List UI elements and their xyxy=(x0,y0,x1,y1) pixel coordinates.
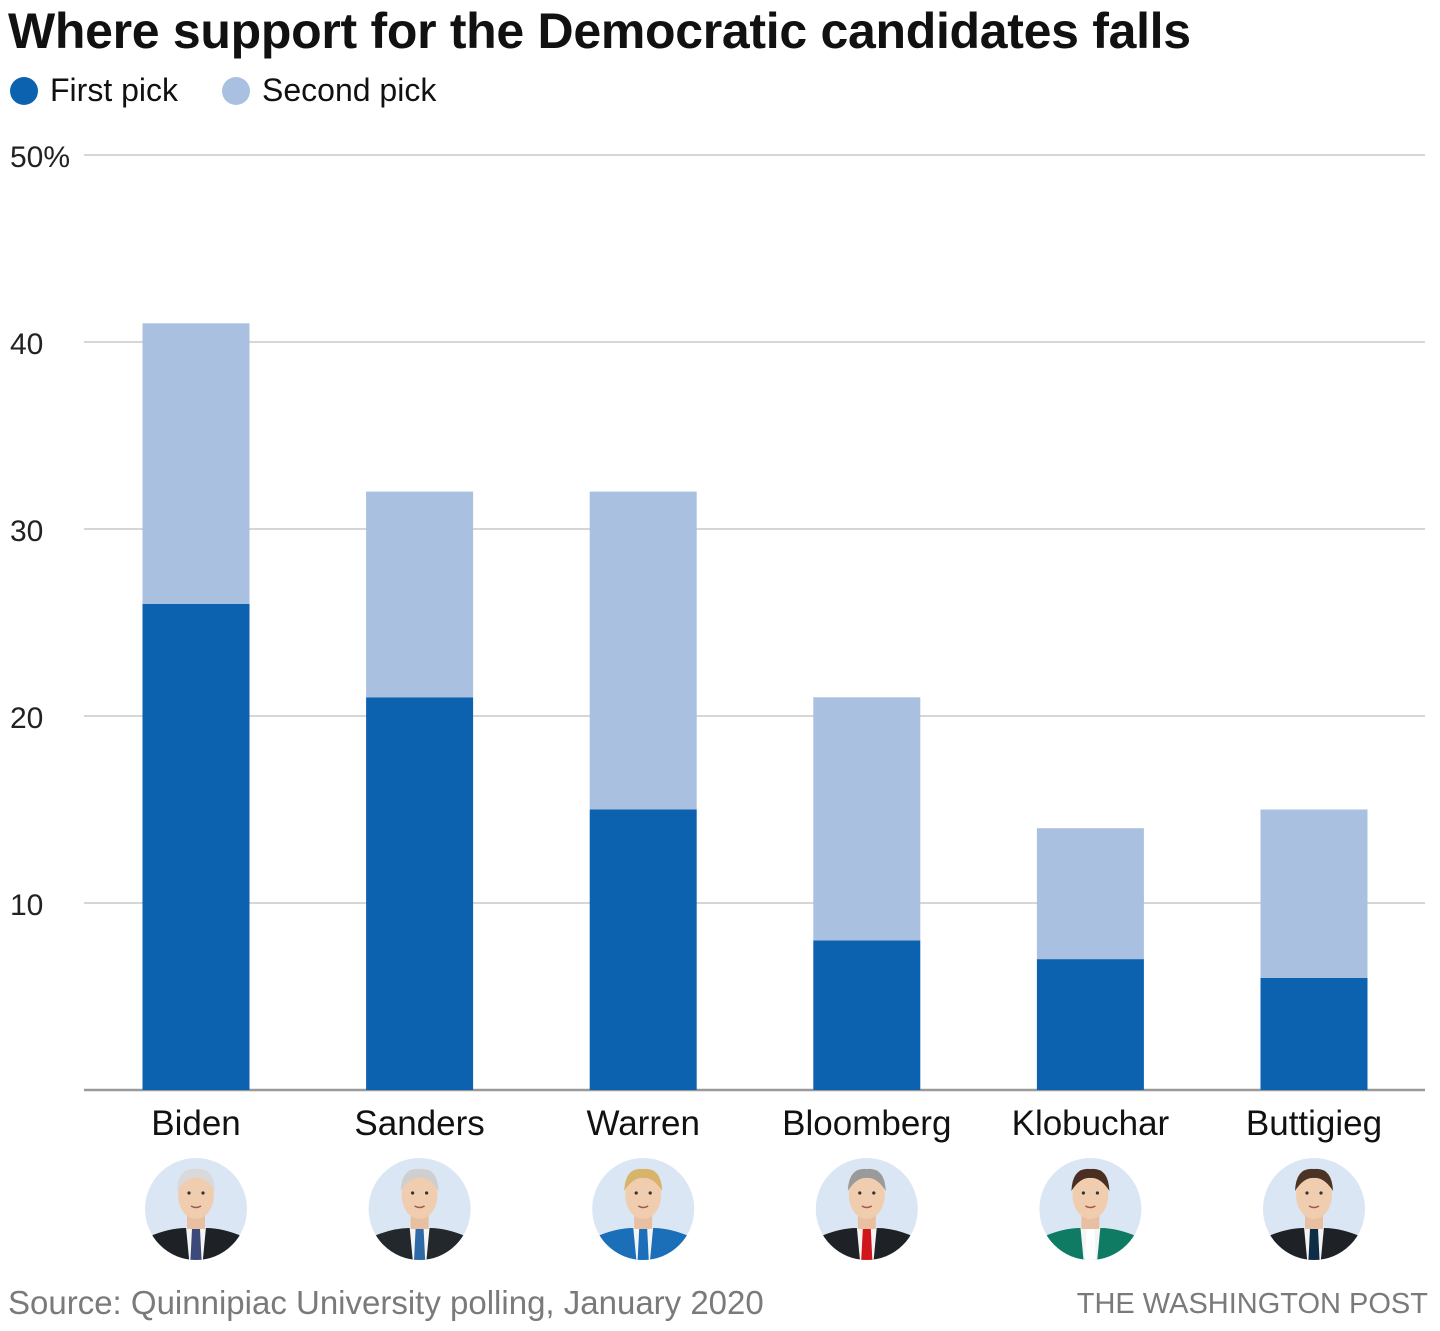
legend-item-first-pick: First pick xyxy=(10,72,178,109)
eye xyxy=(1305,1191,1309,1195)
tie xyxy=(860,1229,873,1260)
portrait-warren xyxy=(592,1158,695,1260)
face xyxy=(1296,1171,1332,1219)
mouth xyxy=(414,1205,425,1209)
tie xyxy=(1308,1229,1320,1260)
legend: First pick Second pick xyxy=(10,72,480,109)
bar-buttigieg-first-pick xyxy=(1260,977,1368,1090)
mouth xyxy=(1308,1205,1320,1209)
eye xyxy=(872,1191,876,1195)
x-category-label: Biden xyxy=(151,1104,241,1143)
bar-sanders-second-pick xyxy=(366,491,474,698)
legend-label-second-pick: Second pick xyxy=(262,72,437,108)
y-tick-label: 20 xyxy=(10,702,43,735)
mouth xyxy=(190,1205,202,1209)
tie xyxy=(1084,1229,1097,1260)
mouth xyxy=(861,1205,873,1209)
chart-title: Where support for the Democratic candida… xyxy=(8,3,1191,59)
mouth xyxy=(637,1205,649,1209)
eye xyxy=(648,1191,652,1195)
eye xyxy=(425,1191,429,1195)
tie xyxy=(413,1229,426,1260)
x-category-label: Bloomberg xyxy=(782,1104,951,1143)
face xyxy=(1072,1171,1109,1219)
hair xyxy=(177,1168,215,1191)
x-axis-labels: Biden Sanders Warren Bloomberg Klobuchar Butt… xyxy=(151,1104,1382,1143)
bar-bloomberg-first-pick xyxy=(813,940,921,1090)
bar-sanders-first-pick xyxy=(366,697,474,1090)
legend-item-second-pick: Second pick xyxy=(222,72,436,109)
hair xyxy=(624,1168,663,1191)
legend-label-first-pick: First pick xyxy=(50,72,178,108)
bar-biden-first-pick xyxy=(142,603,250,1090)
x-category-label: Klobuchar xyxy=(1012,1104,1170,1143)
bar-warren-second-pick xyxy=(589,491,697,810)
y-tick-label: 50% xyxy=(10,141,70,174)
gridlines xyxy=(84,154,1425,1092)
y-axis-ticks: 10 20 30 40 50% xyxy=(10,141,70,922)
portrait-sanders xyxy=(368,1158,471,1260)
eye xyxy=(634,1191,638,1195)
x-category-label: Buttigieg xyxy=(1246,1104,1382,1143)
credit-line: THE WASHINGTON POST xyxy=(1076,1288,1428,1320)
source-note: Source: Quinnipiac University polling, J… xyxy=(8,1284,764,1321)
bars xyxy=(142,323,1368,1090)
face xyxy=(848,1171,885,1219)
y-tick-label: 30 xyxy=(10,515,43,548)
legend-swatch-first-pick xyxy=(10,76,38,105)
eye xyxy=(858,1191,862,1195)
y-tick-label: 10 xyxy=(10,889,43,922)
eye xyxy=(1319,1191,1323,1195)
bar-warren-first-pick xyxy=(589,809,697,1090)
bar-klobuchar-second-pick xyxy=(1036,828,1144,960)
legend-swatch-second-pick xyxy=(222,76,250,105)
bar-bloomberg-second-pick xyxy=(813,697,921,941)
face xyxy=(625,1171,662,1219)
hair xyxy=(1071,1168,1110,1191)
portrait-klobuchar xyxy=(1039,1158,1142,1260)
mouth xyxy=(1085,1205,1096,1209)
eye xyxy=(1095,1191,1099,1195)
x-category-label: Warren xyxy=(586,1104,699,1143)
eye xyxy=(1081,1191,1085,1195)
bar-biden-second-pick xyxy=(142,323,250,604)
hair xyxy=(1295,1168,1333,1191)
portrait-bloomberg xyxy=(815,1158,918,1260)
bar-buttigieg-second-pick xyxy=(1260,809,1368,978)
hair xyxy=(400,1168,439,1191)
face xyxy=(178,1171,214,1219)
hair xyxy=(847,1168,886,1191)
portrait-buttigieg xyxy=(1263,1158,1365,1260)
eye xyxy=(411,1191,415,1195)
y-tick-label: 40 xyxy=(10,328,43,361)
face xyxy=(401,1171,438,1219)
portrait-biden xyxy=(145,1158,247,1260)
eye xyxy=(201,1191,205,1195)
bar-klobuchar-first-pick xyxy=(1036,959,1144,1090)
x-category-label: Sanders xyxy=(354,1104,484,1143)
tie xyxy=(637,1229,650,1260)
candidate-portraits xyxy=(145,1158,1365,1260)
tie xyxy=(190,1229,202,1260)
eye xyxy=(187,1191,191,1195)
